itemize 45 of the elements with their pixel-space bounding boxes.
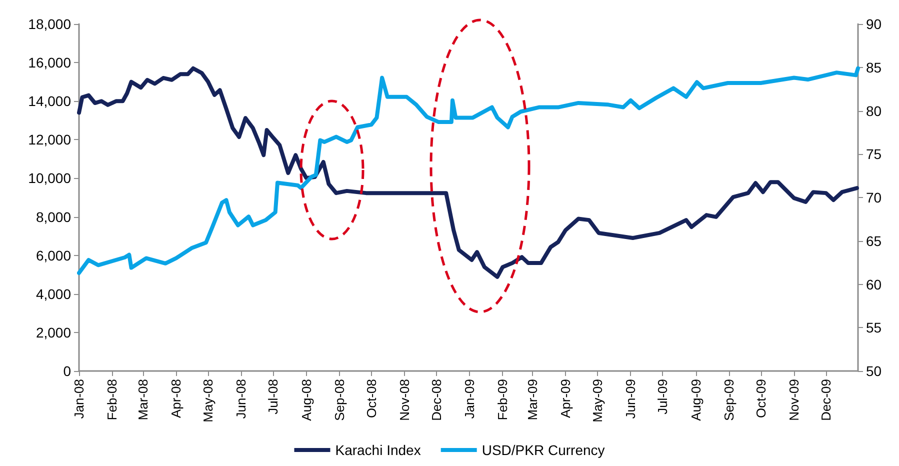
x-tick-label: Jul-09 <box>655 379 670 414</box>
y2-tick-label: 60 <box>866 276 882 292</box>
y-tick-label: 0 <box>63 363 72 379</box>
legend-label: Karachi Index <box>335 442 421 458</box>
y2-tick-label: 75 <box>866 146 882 162</box>
x-tick-label: Oct-09 <box>753 379 768 418</box>
y2-tick-label: 65 <box>866 232 882 249</box>
x-tick-label: Mar-08 <box>136 379 151 420</box>
x-tick-label: Apr-08 <box>168 379 184 418</box>
y-tick-label: 2,000 <box>36 324 72 340</box>
x-tick-label: Jan-09 <box>462 379 478 419</box>
x-tick-label: Oct-08 <box>364 379 379 418</box>
y2-tick-label: 50 <box>866 363 882 379</box>
y-tick-label: 14,000 <box>28 93 72 110</box>
x-tick-label: May-09 <box>590 379 606 422</box>
y2-tick-label: 85 <box>866 59 882 76</box>
y2-tick-label: 55 <box>866 320 882 336</box>
x-tick-label: Sep-08 <box>332 379 347 421</box>
x-tick-label: Feb-09 <box>495 379 510 420</box>
y-tick-label: 10,000 <box>28 170 72 186</box>
y-tick-label: 6,000 <box>36 247 72 264</box>
x-tick-label: Jul-08 <box>266 379 281 414</box>
x-tick-label: Mar-09 <box>525 379 540 420</box>
y2-tick-label: 90 <box>866 16 882 32</box>
y2-tick-label: 70 <box>866 190 882 206</box>
legend-label: USD/PKR Currency <box>482 442 605 458</box>
x-tick-label: Jun-08 <box>234 379 249 419</box>
x-tick-label: Nov-08 <box>396 379 412 421</box>
y-tick-label: 12,000 <box>28 132 72 148</box>
x-tick-label: Jan-08 <box>72 379 86 419</box>
x-tick-label: Dec-09 <box>818 379 834 421</box>
x-tick-label: Jun-09 <box>623 379 638 419</box>
y2-tick-label: 80 <box>866 102 882 119</box>
x-tick-label: Apr-09 <box>558 379 574 418</box>
y-tick-label: 18,000 <box>28 16 72 32</box>
x-tick-label: Aug-09 <box>688 379 704 421</box>
y-tick-label: 16,000 <box>28 54 72 71</box>
x-tick-label: Feb-08 <box>104 379 120 420</box>
x-tick-label: Sep-09 <box>721 379 736 421</box>
y-tick-label: 4,000 <box>36 286 72 302</box>
y-tick-label: 8,000 <box>36 208 72 225</box>
x-tick-label: Aug-08 <box>298 379 314 421</box>
x-tick-label: Nov-09 <box>786 379 802 421</box>
x-tick-label: May-08 <box>200 379 216 422</box>
x-tick-label: Dec-08 <box>428 379 444 421</box>
